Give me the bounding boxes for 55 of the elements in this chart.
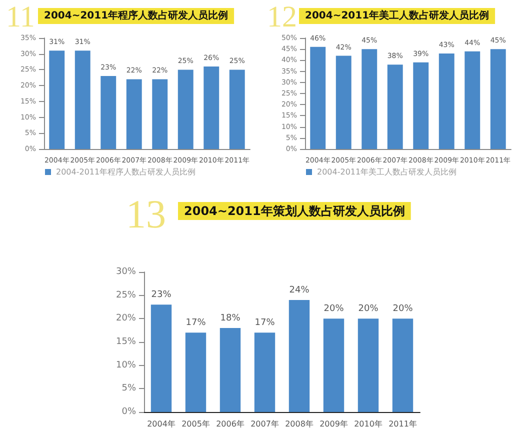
bar [74,50,90,149]
bar [413,62,429,149]
bar [254,332,276,412]
x-tick-label: 2005年 [182,420,210,428]
bar [185,332,206,412]
y-tick-label: 20% [116,314,136,324]
y-tick-label: 0% [122,407,136,417]
data-label: 17% [254,318,276,328]
bar [464,51,480,149]
data-label: 24% [289,286,310,296]
text: 11 [6,0,35,34]
bar [336,56,352,149]
bar [392,318,414,412]
chart-title: 2004~2011年美工人数占研发人员比例 [305,10,490,22]
bar [288,300,310,412]
x-tick-label: 2008年 [285,420,314,428]
bar [126,79,142,149]
bar [100,76,116,149]
bar [362,49,378,149]
data-label: 20% [324,304,344,314]
data-label: 23% [151,290,172,300]
x-tick-label: 2007年 [250,420,279,428]
x-tick-label: 2010年 [354,420,382,428]
data-label: 20% [358,304,379,314]
bar [387,64,403,149]
bar [323,318,344,412]
text: 13 [126,192,166,236]
x-tick-label: 2004年 [147,420,176,428]
bar [229,70,245,149]
bar [438,54,454,149]
legend-label: 2004-2011年美工人数占研发人员比例 [317,168,457,176]
bar [178,70,194,149]
bar [358,318,379,412]
bar [204,66,220,149]
text: 12 [267,0,297,34]
y-tick-label: 10% [116,360,136,370]
bar [150,304,172,412]
bar [220,328,241,412]
chart-title: 2004~2011年策划人数占研发人员比例 [184,204,405,218]
bar [310,46,326,149]
bar [152,79,168,149]
x-tick-label: 2006年 [216,420,244,428]
data-label: 17% [186,318,206,328]
y-tick-label: 15% [116,337,136,347]
x-tick-label: 2011年 [388,420,417,428]
bar [49,50,65,149]
bar [490,49,506,149]
y-tick-label: 30% [116,267,136,277]
y-tick-label: 25% [116,290,136,300]
x-tick-label: 2009年 [320,420,348,428]
legend-label: 2004-2011年程序人数占研发人员比例 [56,168,196,176]
data-label: 18% [220,314,241,324]
data-label: 20% [392,304,414,314]
y-tick-label: 5% [122,384,136,394]
chart-title: 2004~2011年程序人数占研发人员比例 [44,10,228,22]
